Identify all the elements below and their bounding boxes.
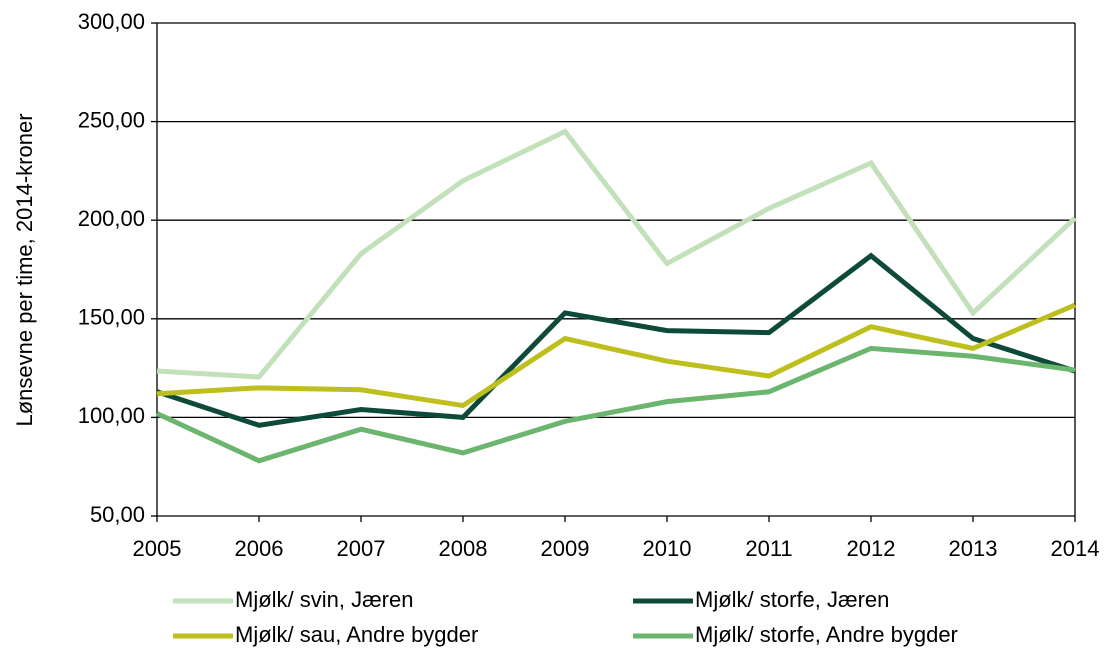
y-tick-label: 300,00 <box>78 9 145 34</box>
x-tick-label: 2009 <box>541 536 590 561</box>
x-tick-label: 2005 <box>133 536 182 561</box>
x-tick-label: 2014 <box>1051 536 1100 561</box>
x-tick-label: 2013 <box>949 536 998 561</box>
y-tick-label: 100,00 <box>78 403 145 428</box>
y-axis-label: Lønsevne per time, 2014-kroner <box>12 113 37 426</box>
x-tick-label: 2007 <box>337 536 386 561</box>
series-line <box>156 252 1076 428</box>
series-line <box>156 128 1077 380</box>
y-tick-label: 150,00 <box>78 305 145 330</box>
y-tick-label: 50,00 <box>90 502 145 527</box>
x-tick-label: 2006 <box>235 536 284 561</box>
legend-label: Mjølk/ storfe, Andre bygder <box>695 622 958 647</box>
x-tick-label: 2010 <box>643 536 692 561</box>
y-tick-label: 250,00 <box>78 107 145 132</box>
x-tick-label: 2011 <box>745 536 792 561</box>
series-line <box>155 345 1076 464</box>
legend-label: Mjølk/ svin, Jæren <box>235 587 413 612</box>
y-tick-label: 200,00 <box>78 206 145 231</box>
legend-label: Mjølk/ storfe, Jæren <box>695 587 889 612</box>
x-tick-label: 2008 <box>439 536 488 561</box>
x-tick-label: 2012 <box>847 536 896 561</box>
series-line <box>156 302 1076 409</box>
legend-label: Mjølk/ sau, Andre bygder <box>235 622 478 647</box>
